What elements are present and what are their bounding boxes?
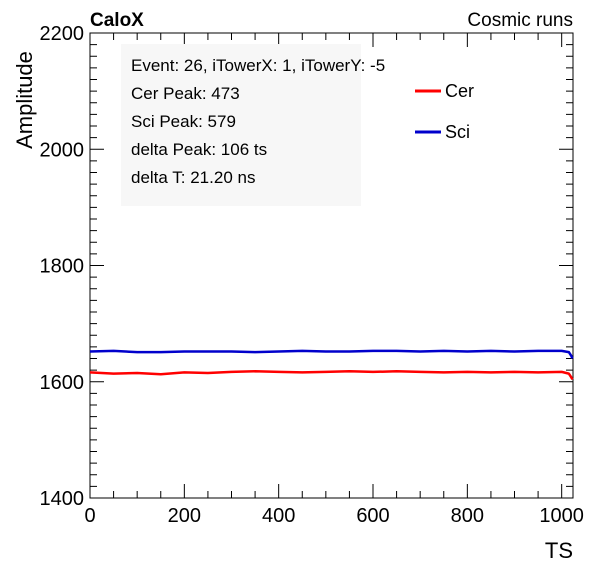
- x-tick-label: 800: [451, 505, 484, 527]
- x-tick-label: 400: [262, 505, 295, 527]
- series-line-cer: [89, 370, 574, 381]
- y-tick-label: 1400: [40, 488, 85, 510]
- info-box-background: [121, 44, 361, 206]
- y-tick-label: 1800: [40, 256, 85, 278]
- legend-label-sci: Sci: [445, 122, 470, 142]
- x-axis-label: TS: [545, 538, 573, 563]
- info-line-event: Event: 26, iTowerX: 1, iTowerY: -5: [131, 56, 385, 75]
- info-line-cer-peak: Cer Peak: 473: [131, 84, 240, 103]
- experiment-label: CaloX: [90, 10, 144, 31]
- legend: Cer Sci: [415, 81, 474, 142]
- y-tick-label: 2200: [40, 23, 85, 45]
- info-line-delta-peak: delta Peak: 106 ts: [131, 140, 267, 159]
- x-tick-label: 200: [168, 505, 201, 527]
- y-tick-label: 1600: [40, 372, 85, 394]
- y-axis-label: Amplitude: [12, 51, 37, 149]
- x-tick-label: 0: [84, 505, 95, 527]
- series-layer: [89, 349, 574, 381]
- legend-label-cer: Cer: [445, 81, 474, 101]
- series-line-sci: [89, 349, 574, 360]
- info-line-delta-t: delta T: 21.20 ns: [131, 168, 255, 187]
- y-tick-label: 2000: [40, 139, 85, 161]
- x-tick-label: 600: [356, 505, 389, 527]
- info-line-sci-peak: Sci Peak: 579: [131, 112, 236, 131]
- run-type-label: Cosmic runs: [467, 10, 573, 31]
- tick-labels: 0 200 400 600 800 1000 1400 1600 1800 2000 2200: [40, 23, 584, 527]
- x-tick-label: 1000: [539, 505, 584, 527]
- info-box: Event: 26, iTowerX: 1, iTowerY: -5 Cer P…: [121, 44, 385, 206]
